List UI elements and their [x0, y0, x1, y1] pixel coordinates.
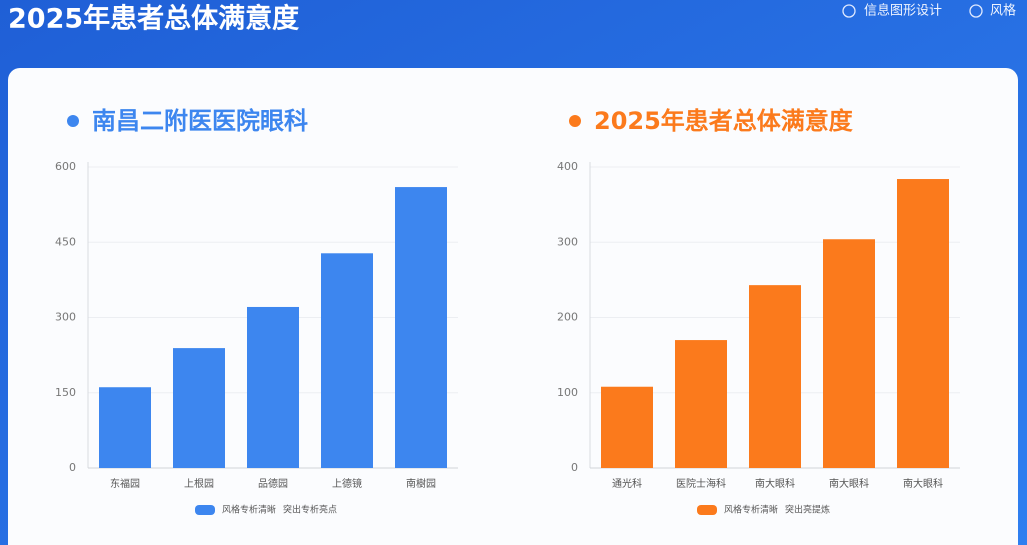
x-tick-label: 南大眼科 [755, 477, 795, 490]
y-tick-label: 300 [55, 311, 76, 324]
bar [823, 239, 875, 468]
page-title: 2025年患者总体满意度 [8, 3, 299, 35]
y-tick-label: 0 [571, 461, 578, 474]
bar [897, 179, 949, 469]
bar [675, 340, 727, 468]
x-tick-label: 东福园 [110, 477, 140, 490]
legend-swatch [195, 505, 215, 515]
y-tick-label: 400 [557, 160, 578, 173]
bar [601, 386, 653, 468]
y-tick-label: 150 [55, 386, 76, 399]
y-tick-label: 600 [55, 160, 76, 173]
x-tick-label: 通光科 [612, 477, 642, 490]
y-tick-label: 0 [69, 461, 76, 474]
legend-label: 风格专析清晰 [222, 504, 276, 516]
icon [969, 4, 983, 18]
legend-label: 风格专析清晰 [724, 504, 778, 516]
y-tick-label: 100 [557, 386, 578, 399]
header-link[interactable]: 信息图形设计 [864, 3, 942, 19]
title-dot [67, 115, 79, 127]
legend-swatch [697, 505, 717, 515]
bar [395, 187, 447, 469]
bar [321, 253, 373, 468]
icon [842, 4, 856, 18]
legend-label: 突出亮提炼 [785, 504, 830, 516]
bar [247, 306, 299, 468]
x-tick-label: 上根园 [184, 477, 214, 490]
bar [749, 285, 801, 468]
x-tick-label: 品德园 [258, 477, 288, 490]
legend-label: 突出专析亮点 [283, 504, 337, 516]
x-tick-label: 南大眼科 [903, 477, 943, 490]
bar [173, 348, 225, 468]
x-tick-label: 上德镜 [332, 477, 362, 490]
x-tick-label: 南大眼科 [829, 477, 869, 490]
y-tick-label: 200 [557, 311, 578, 324]
title-dot [569, 115, 581, 127]
x-tick-label: 南樹园 [406, 477, 436, 490]
bar [99, 387, 151, 468]
y-tick-label: 300 [557, 235, 578, 248]
chart-title: 2025年患者总体满意度 [594, 107, 854, 135]
y-tick-label: 450 [55, 235, 76, 248]
chart-title: 南昌二附医医院眼科 [92, 107, 308, 135]
header-link[interactable]: 风格 [990, 3, 1016, 19]
x-tick-label: 医院士海科 [676, 477, 726, 490]
